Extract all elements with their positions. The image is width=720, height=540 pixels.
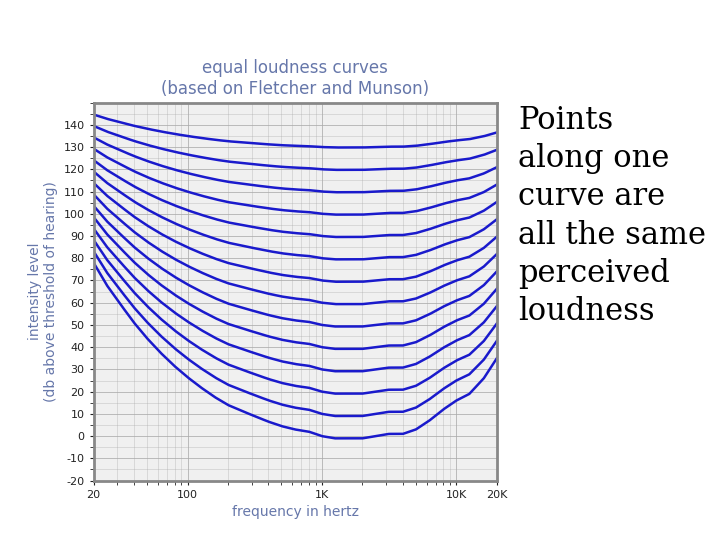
Title: equal loudness curves
(based on Fletcher and Munson): equal loudness curves (based on Fletcher…: [161, 59, 429, 98]
Text: Points
along one
curve are
all the same
perceived
loudness: Points along one curve are all the same …: [518, 105, 706, 327]
X-axis label: frequency in hertz: frequency in hertz: [232, 505, 359, 519]
Y-axis label: intensity level
(db above threshold of hearing): intensity level (db above threshold of h…: [27, 181, 58, 402]
